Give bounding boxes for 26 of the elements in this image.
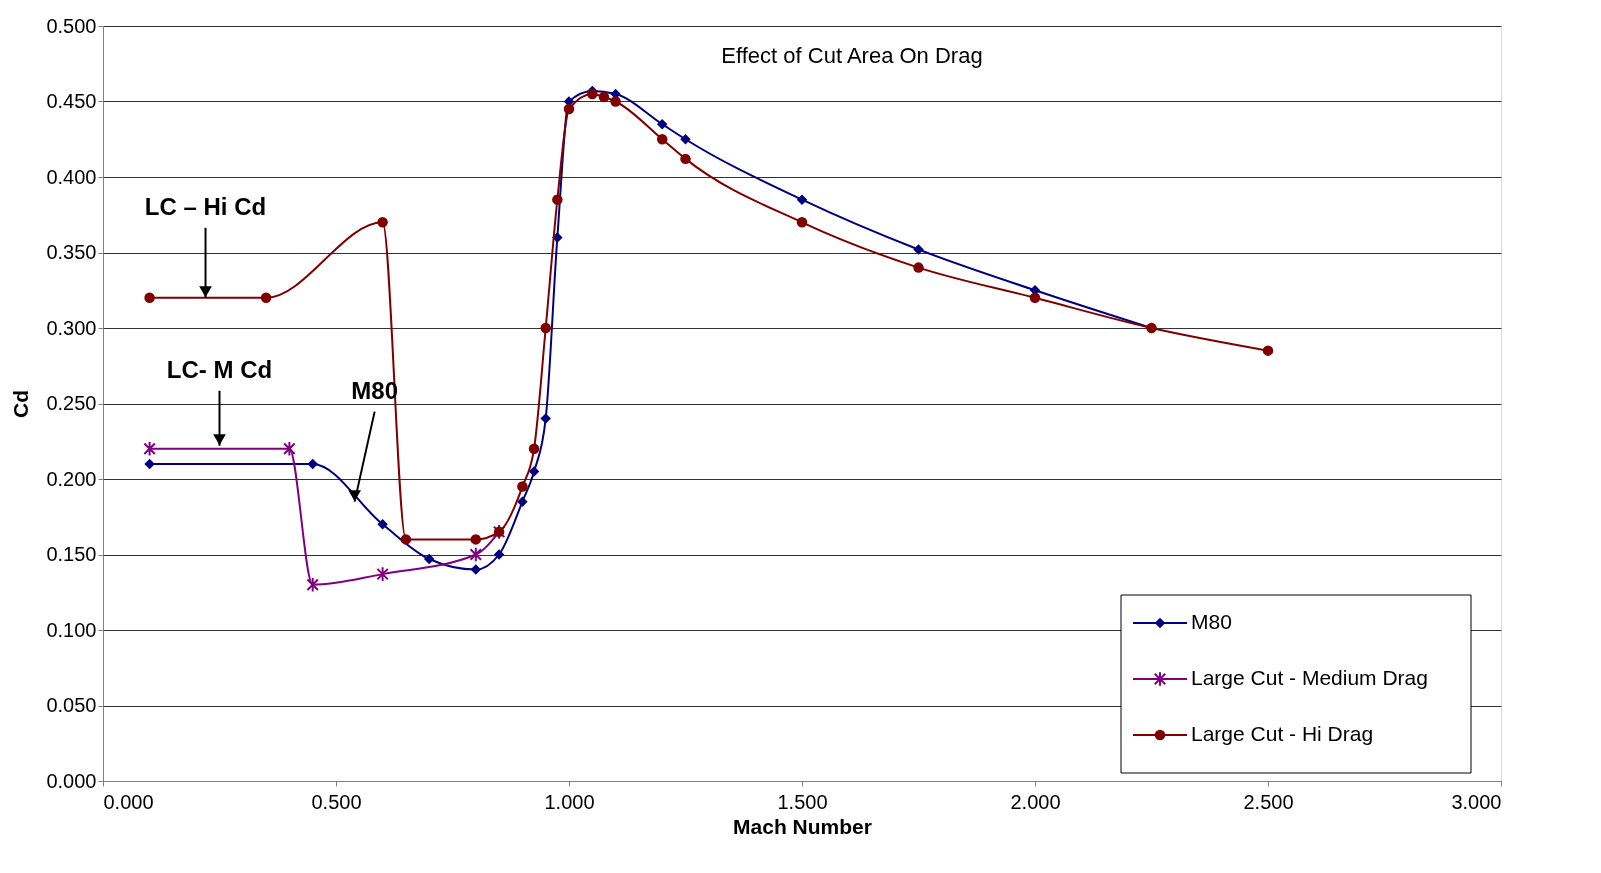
y-tick-label: 0.450: [46, 90, 97, 112]
text: Effect of Cut Area On Drag: [721, 43, 983, 68]
y-tick-label: 0.150: [46, 543, 97, 565]
x-tick-label: 2.500: [1243, 790, 1294, 813]
y-tick-label: 0.400: [46, 165, 97, 188]
annotation: LC- M Cd: [166, 355, 273, 383]
x-axis-title: Mach Number: [733, 814, 872, 838]
x-tick-label: 3.000: [1451, 790, 1502, 813]
annotation: LC – Hi Cd: [144, 192, 267, 220]
legend-label: M80: [1191, 610, 1232, 633]
x-tick-label: 0.000: [103, 790, 154, 813]
y-tick-label: 0.100: [46, 618, 97, 641]
x-tick-label: 2.000: [1010, 790, 1061, 813]
x-tick-label: 1.500: [777, 790, 828, 813]
legend-label: Large Cut - Medium Drag: [1191, 666, 1428, 689]
y-tick-label: 0.000: [46, 769, 97, 792]
x-tick-label: 1.000: [544, 790, 595, 813]
y-tick-label: 0.500: [46, 14, 97, 37]
x-tick-label: 0.500: [311, 790, 362, 813]
y-tick-label: 0.200: [46, 467, 97, 490]
y-tick-label: 0.050: [46, 694, 97, 716]
legend-label: Large Cut - Hi Drag: [1191, 722, 1374, 745]
y-axis-title: Cd: [9, 390, 33, 418]
y-tick-label: 0.350: [46, 241, 97, 263]
y-tick-label: 0.250: [46, 392, 97, 414]
y-tick-label: 0.300: [46, 316, 97, 339]
